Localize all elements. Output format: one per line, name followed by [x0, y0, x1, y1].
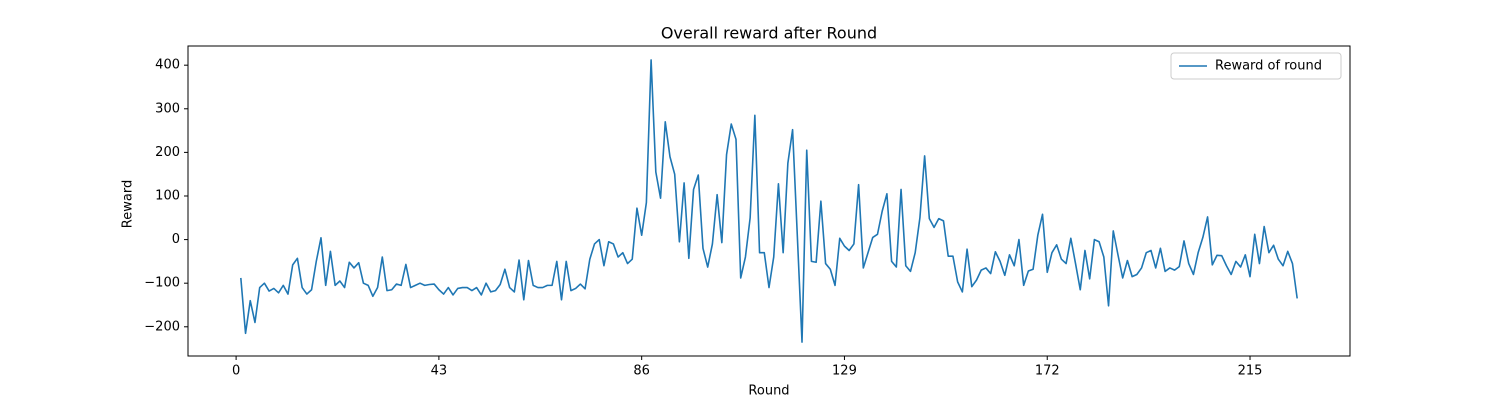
x-tick-label: 86: [633, 364, 650, 379]
x-tick-label: 129: [832, 364, 857, 379]
x-tick-label: 0: [232, 364, 240, 379]
y-tick-label: −100: [144, 276, 180, 291]
x-tick-label: 43: [431, 364, 448, 379]
y-tick-label: −200: [144, 319, 180, 334]
y-tick-label: 100: [155, 188, 180, 203]
chart-title: Overall reward after Round: [661, 24, 877, 43]
legend-box: [1170, 52, 1342, 80]
data-line: [240, 59, 1298, 343]
y-tick-label: 200: [155, 145, 180, 160]
y-axis-label: Reward: [121, 180, 136, 228]
y-tick-label: 300: [155, 101, 180, 116]
x-axis-label: Round: [748, 384, 789, 399]
y-tick-label: 0: [172, 232, 180, 247]
plot-frame: [187, 45, 1351, 357]
x-tick-label: 172: [1035, 364, 1060, 379]
legend-label: Reward of round: [1215, 59, 1322, 74]
x-tick-label: 215: [1238, 364, 1263, 379]
y-tick-label: 400: [155, 58, 180, 73]
